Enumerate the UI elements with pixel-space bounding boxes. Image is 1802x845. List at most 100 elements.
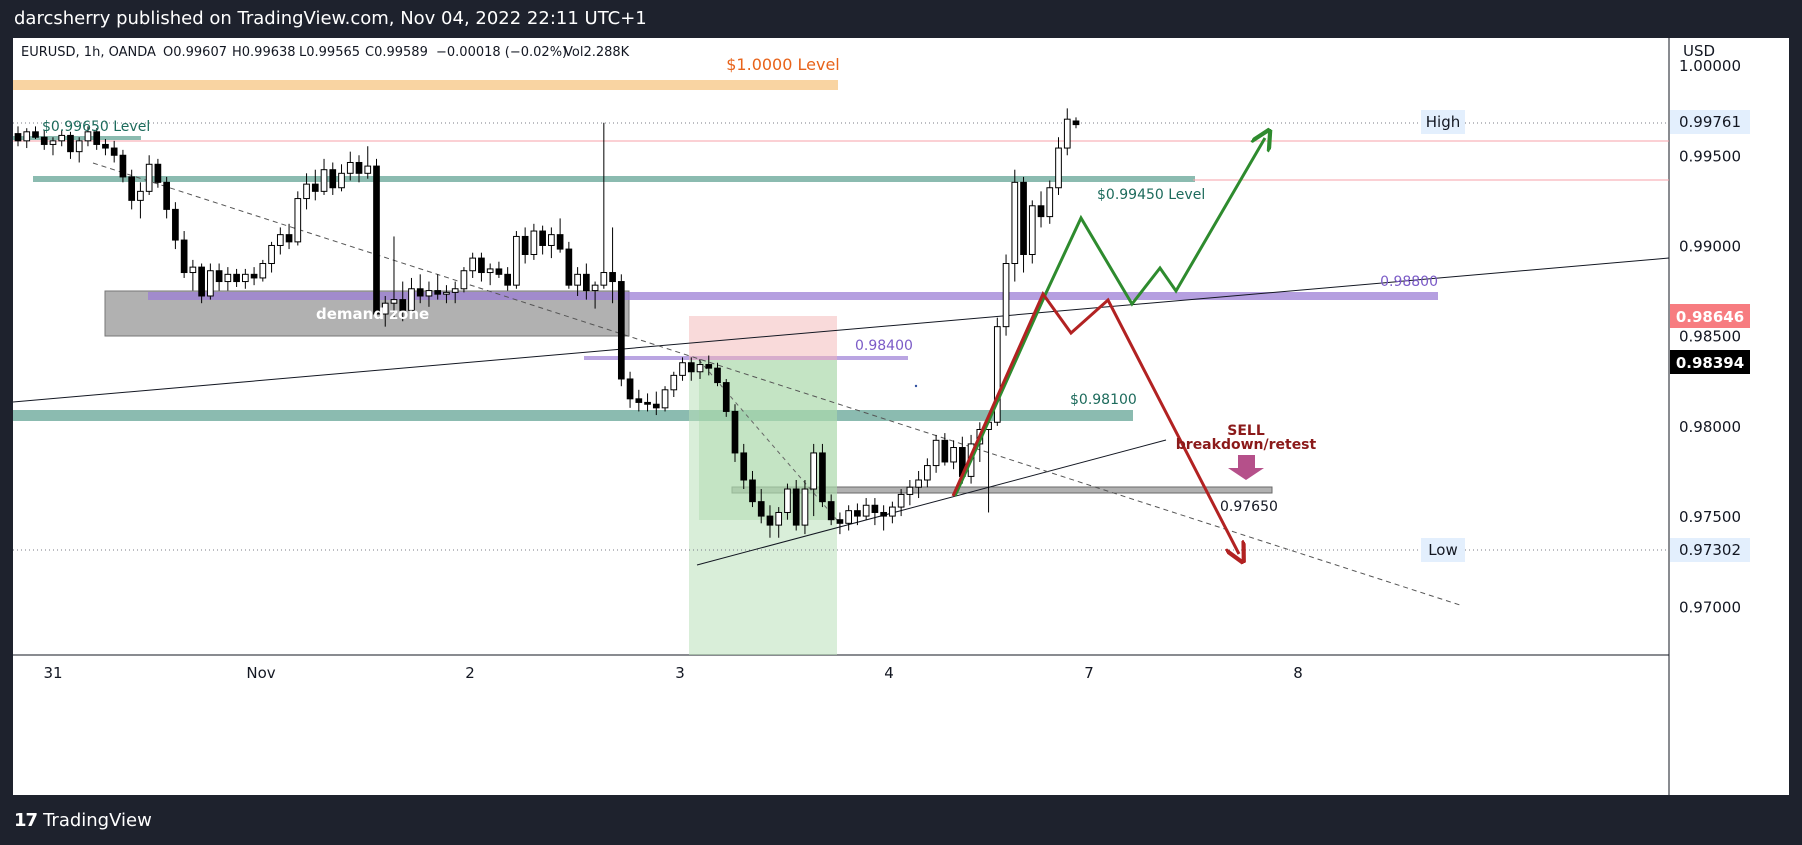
- candle-down: [180, 239, 188, 274]
- chart-svg[interactable]: $1.0000 Level $0.99650 Level $0.99450 Le…: [13, 38, 1789, 795]
- candle-down: [198, 266, 205, 297]
- candle-up: [460, 270, 468, 290]
- candle-up: [425, 290, 433, 297]
- candle-up: [845, 510, 853, 524]
- candle-down: [93, 131, 101, 145]
- candle-down: [749, 479, 756, 503]
- demand-zone-label: demand zone: [316, 305, 429, 323]
- legend-high: H0.99638: [232, 45, 296, 60]
- candle-up: [950, 447, 957, 463]
- candle-down: [67, 134, 74, 153]
- bullish-projection-path: [953, 138, 1265, 497]
- candle-up: [932, 439, 940, 467]
- breakdown-label: breakdown/retest: [1176, 437, 1317, 453]
- candle-down: [1072, 120, 1080, 126]
- x-tick-label: 3: [675, 664, 685, 682]
- candle-down: [521, 235, 529, 255]
- candle-down: [416, 288, 424, 297]
- candle-down: [399, 299, 407, 311]
- candle-up: [1011, 181, 1019, 265]
- candle-up: [775, 511, 783, 526]
- level-99650-label: $0.99650 Level: [42, 119, 150, 135]
- x-tick-label: 7: [1084, 664, 1094, 682]
- y-tick-labels: 1.00000 0.99500 0.99000 0.98500 0.98000 0.975…: [1679, 57, 1741, 616]
- level-98100-label: $0.98100: [1070, 392, 1137, 408]
- candle-up: [530, 230, 538, 255]
- candle-up: [924, 465, 931, 481]
- legend-low: L0.99565: [299, 45, 360, 60]
- y-tick-label: 1.00000: [1679, 57, 1741, 75]
- low-value-label: 0.97302: [1679, 541, 1741, 559]
- candle-up: [810, 452, 818, 490]
- low-tag-bg: [1421, 538, 1465, 562]
- candle-up: [451, 288, 459, 293]
- x-tick-labels: 31 Nov 2 3 4 7 8: [43, 664, 1302, 682]
- candle-up: [889, 506, 896, 517]
- y-tick-label: 0.99500: [1679, 147, 1741, 165]
- x-tick-label: 8: [1293, 664, 1303, 682]
- candle-down: [556, 234, 564, 250]
- candle-up: [486, 268, 494, 274]
- candle-down: [609, 272, 616, 283]
- candle-down: [871, 504, 879, 513]
- candle-down: [714, 367, 721, 384]
- x-tick-label: 31: [43, 664, 62, 682]
- candle-up: [381, 302, 389, 315]
- candle-down: [539, 230, 546, 246]
- candle-up: [915, 479, 922, 488]
- candle-up: [993, 326, 1001, 423]
- candle-up: [679, 362, 686, 376]
- level-1-label: $1.0000 Level: [726, 55, 839, 74]
- candle-down: [311, 183, 319, 192]
- descending-dashed-trendline: [92, 162, 1464, 607]
- x-tick-label: 2: [465, 664, 475, 682]
- candle-down: [731, 410, 739, 454]
- candle-up: [390, 299, 398, 304]
- candle-down: [119, 154, 127, 178]
- chart-frame[interactable]: $1.0000 Level $0.99650 Level $0.99450 Le…: [13, 38, 1789, 795]
- candle-up: [145, 163, 153, 192]
- candle-up: [84, 131, 92, 142]
- candle-up: [670, 374, 678, 391]
- candle-up: [207, 270, 214, 297]
- candle-down: [373, 165, 380, 315]
- candle-up: [1028, 205, 1036, 255]
- candle-down: [740, 452, 748, 481]
- candle-up: [23, 131, 31, 142]
- candle-down: [329, 169, 337, 189]
- candle-down: [110, 147, 118, 156]
- candle-up: [696, 364, 704, 373]
- candle-up: [75, 140, 83, 153]
- tradingview-footer[interactable]: 17 TradingView: [14, 810, 152, 831]
- candle-up: [574, 273, 581, 286]
- candle-up: [897, 493, 905, 508]
- candle-down: [504, 273, 511, 286]
- candles-group: [14, 108, 1080, 538]
- legend-open: O0.99607: [163, 45, 227, 60]
- candle-up: [600, 272, 608, 286]
- ohlc-legend: EURUSD, 1h, OANDA O0.99607 H0.99638 L0.9…: [21, 45, 630, 60]
- candle-down: [766, 515, 774, 526]
- low-tag-label: Low: [1428, 541, 1458, 559]
- legend-volume: Vol2.288K: [564, 45, 630, 60]
- y-tick-label: 0.97500: [1679, 508, 1741, 526]
- support-trendline: [696, 439, 1167, 566]
- legend-symbol: EURUSD, 1h, OANDA: [21, 45, 156, 60]
- candle-up: [364, 165, 372, 174]
- candle-up: [443, 291, 450, 295]
- level-99450-label: $0.99450 Level: [1097, 187, 1205, 203]
- marker-price-bg: [1670, 304, 1750, 328]
- y-tick-label: 0.98500: [1679, 328, 1741, 346]
- high-tag-label: High: [1426, 113, 1460, 131]
- level-98800-label: 0.98800: [1380, 274, 1438, 290]
- candle-down: [941, 439, 949, 463]
- candle-down: [836, 519, 844, 524]
- candle-down: [819, 452, 826, 503]
- x-tick-label: Nov: [246, 664, 275, 682]
- candle-up: [408, 288, 415, 311]
- candle-up: [259, 263, 267, 279]
- candle-down: [215, 270, 223, 283]
- candle-down: [705, 364, 713, 369]
- x-tick-label: 4: [884, 664, 894, 682]
- candle-down: [1020, 181, 1027, 255]
